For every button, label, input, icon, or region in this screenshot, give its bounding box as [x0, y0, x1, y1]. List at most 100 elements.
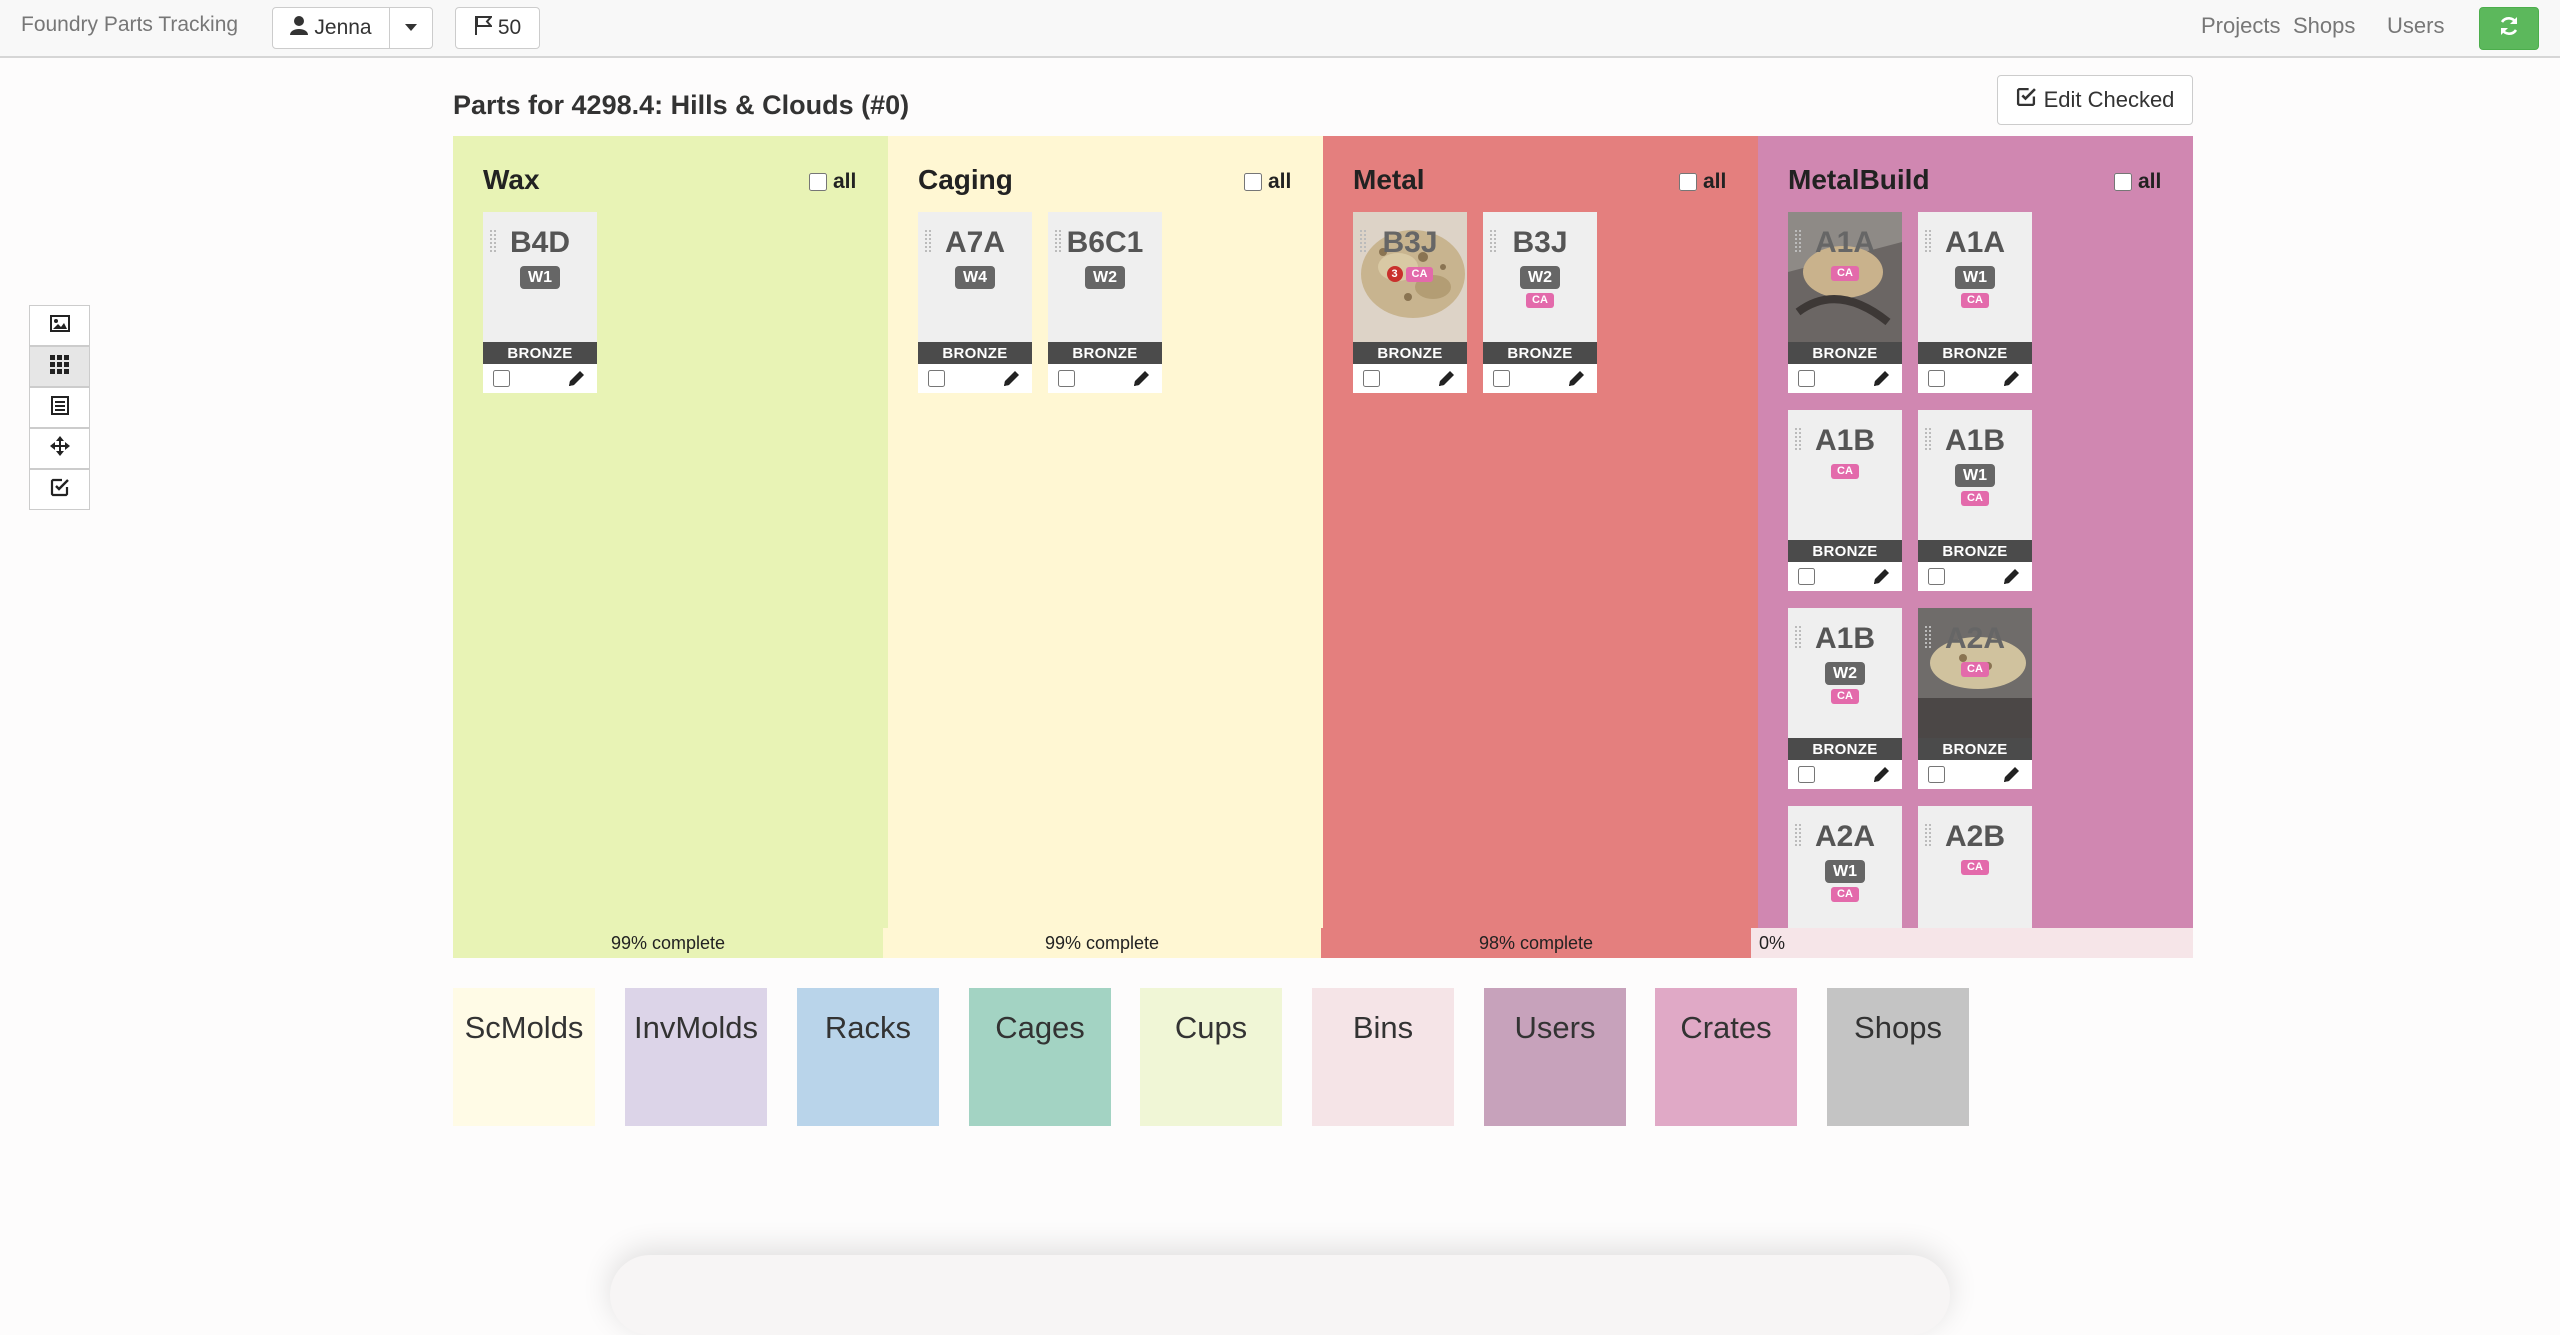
part-card[interactable]: A1B W1 CA BRONZE	[1918, 410, 2032, 591]
flag-icon	[474, 15, 494, 41]
part-checkbox[interactable]	[1928, 370, 1945, 387]
material-label: BRONZE	[1048, 342, 1162, 364]
tile-shops[interactable]: Shops	[1827, 988, 1969, 1126]
part-checkbox[interactable]	[1928, 766, 1945, 783]
pencil-icon[interactable]	[1567, 369, 1586, 393]
user-dropdown-toggle[interactable]	[389, 7, 433, 49]
part-code: B3J	[1512, 226, 1568, 259]
tile-cages[interactable]: Cages	[969, 988, 1111, 1126]
flag-button[interactable]: 50	[455, 7, 540, 49]
part-checkbox[interactable]	[928, 370, 945, 387]
drag-handle[interactable]	[1795, 626, 1801, 648]
part-code: A2A	[1814, 820, 1875, 853]
pencil-icon[interactable]	[2002, 765, 2021, 789]
part-tags: W4	[918, 266, 1032, 289]
tile-scmolds[interactable]: ScMolds	[453, 988, 595, 1126]
select-all-label: all	[2138, 170, 2162, 193]
drag-handle[interactable]	[925, 230, 931, 252]
tile-cups[interactable]: Cups	[1140, 988, 1282, 1126]
part-tags: W2	[1048, 266, 1162, 289]
part-code: A1B	[1944, 424, 2005, 457]
nav-users[interactable]: Users	[2387, 13, 2445, 38]
drag-handle[interactable]	[1795, 230, 1801, 252]
pencil-icon[interactable]	[1002, 369, 1021, 393]
pencil-icon[interactable]	[1437, 369, 1456, 393]
drag-handle[interactable]	[1360, 230, 1366, 252]
select-all-checkbox[interactable]: all	[809, 170, 856, 194]
part-card[interactable]: A1A CA BRONZE	[1788, 212, 1902, 393]
part-tags: CA	[1788, 266, 1902, 281]
part-checkbox[interactable]	[1928, 568, 1945, 585]
drag-handle[interactable]	[1925, 428, 1931, 450]
user-icon	[290, 15, 309, 41]
select-all-checkbox[interactable]: all	[1244, 170, 1291, 194]
select-all-checkbox[interactable]: all	[2114, 170, 2161, 194]
part-card[interactable]: A7A W4 BRONZE	[918, 212, 1032, 393]
view-move-button[interactable]	[29, 428, 90, 469]
drag-handle[interactable]	[1795, 428, 1801, 450]
part-card[interactable]: A1B W2 CA BRONZE	[1788, 608, 1902, 789]
part-card[interactable]: B4D W1 BRONZE	[483, 212, 597, 393]
part-tags: W2 CA	[1788, 662, 1902, 704]
part-card[interactable]: B6C1 W2 BRONZE	[1048, 212, 1162, 393]
tile-bins[interactable]: Bins	[1312, 988, 1454, 1126]
pencil-icon[interactable]	[567, 369, 586, 393]
part-card[interactable]: A1B CA BRONZE	[1788, 410, 1902, 591]
drag-handle[interactable]	[1925, 626, 1931, 648]
material-label: BRONZE	[918, 342, 1032, 364]
material-label: BRONZE	[1788, 540, 1902, 562]
part-card[interactable]: B3J W2 CA BRONZE	[1483, 212, 1597, 393]
part-tags: CA	[1918, 860, 2032, 875]
part-checkbox[interactable]	[1798, 568, 1815, 585]
part-checkbox[interactable]	[493, 370, 510, 387]
part-checkbox[interactable]	[1798, 766, 1815, 783]
column-title: Metal	[1353, 164, 1425, 195]
select-all-checkbox[interactable]: all	[1679, 170, 1726, 194]
part-checkbox[interactable]	[1363, 370, 1380, 387]
tile-users[interactable]: Users	[1484, 988, 1626, 1126]
tile-invmolds[interactable]: InvMolds	[625, 988, 767, 1126]
nav-projects[interactable]: Projects	[2201, 13, 2281, 38]
part-checkbox[interactable]	[1493, 370, 1510, 387]
column-title: Caging	[918, 164, 1013, 195]
check-edit-icon	[50, 478, 69, 502]
pencil-icon[interactable]	[1872, 369, 1891, 393]
column-title: Wax	[483, 164, 540, 195]
tile-crates[interactable]: Crates	[1655, 988, 1797, 1126]
part-card[interactable]: B3J 3 CA BRONZE	[1353, 212, 1467, 393]
brand-title[interactable]: Foundry Parts Tracking	[21, 13, 239, 36]
part-card[interactable]: A2A CA BRONZE	[1918, 608, 2032, 789]
view-grid-button[interactable]	[29, 346, 90, 387]
drag-handle[interactable]	[1925, 230, 1931, 252]
part-code: A2A	[1944, 622, 2005, 655]
edit-checked-label: Edit Checked	[2043, 87, 2175, 112]
view-images-button[interactable]	[29, 305, 90, 346]
pencil-icon[interactable]	[2002, 369, 2021, 393]
part-card[interactable]: A1A W1 CA BRONZE	[1918, 212, 2032, 393]
material-label: BRONZE	[1918, 738, 2032, 760]
drag-handle[interactable]	[1490, 230, 1496, 252]
part-checkbox[interactable]	[1058, 370, 1075, 387]
drag-handle[interactable]	[490, 230, 496, 252]
pencil-icon[interactable]	[1132, 369, 1151, 393]
view-check-edit-button[interactable]	[29, 469, 90, 510]
refresh-button[interactable]	[2479, 7, 2539, 50]
tile-racks[interactable]: Racks	[797, 988, 939, 1126]
user-button[interactable]: Jenna	[272, 7, 390, 49]
card-footer	[1353, 364, 1467, 393]
pencil-icon[interactable]	[1872, 765, 1891, 789]
pencil-icon[interactable]	[1872, 567, 1891, 591]
drag-handle[interactable]	[1795, 824, 1801, 846]
edit-checked-button[interactable]: Edit Checked	[1997, 75, 2193, 125]
nav-shops[interactable]: Shops	[2293, 13, 2356, 38]
card-footer	[1048, 364, 1162, 393]
pencil-icon[interactable]	[2002, 567, 2021, 591]
work-badge: W1	[520, 266, 560, 289]
view-list-button[interactable]	[29, 387, 90, 428]
part-tags: W1	[483, 266, 597, 289]
material-label: BRONZE	[1788, 342, 1902, 364]
ca-badge: CA	[1526, 293, 1554, 308]
drag-handle[interactable]	[1925, 824, 1931, 846]
drag-handle[interactable]	[1055, 230, 1061, 252]
part-checkbox[interactable]	[1798, 370, 1815, 387]
